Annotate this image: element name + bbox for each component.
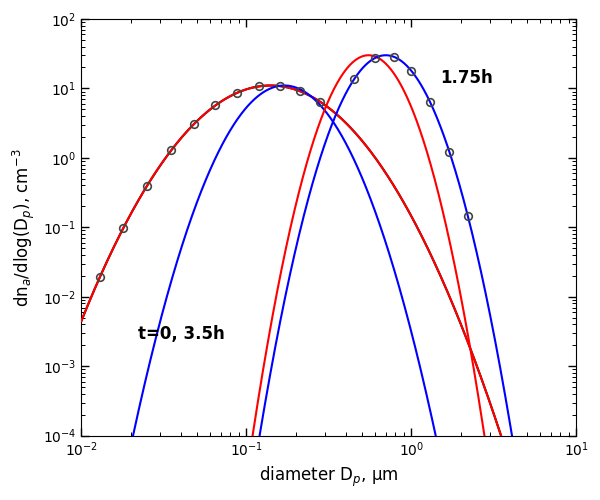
X-axis label: diameter D$_{p}$, μm: diameter D$_{p}$, μm	[259, 464, 398, 489]
Text: 1.75h: 1.75h	[440, 69, 493, 87]
Y-axis label: dn$_{a}$/dlog(D$_{p}$), cm$^{-3}$: dn$_{a}$/dlog(D$_{p}$), cm$^{-3}$	[11, 148, 37, 306]
Text: t=0, 3.5h: t=0, 3.5h	[138, 324, 224, 342]
